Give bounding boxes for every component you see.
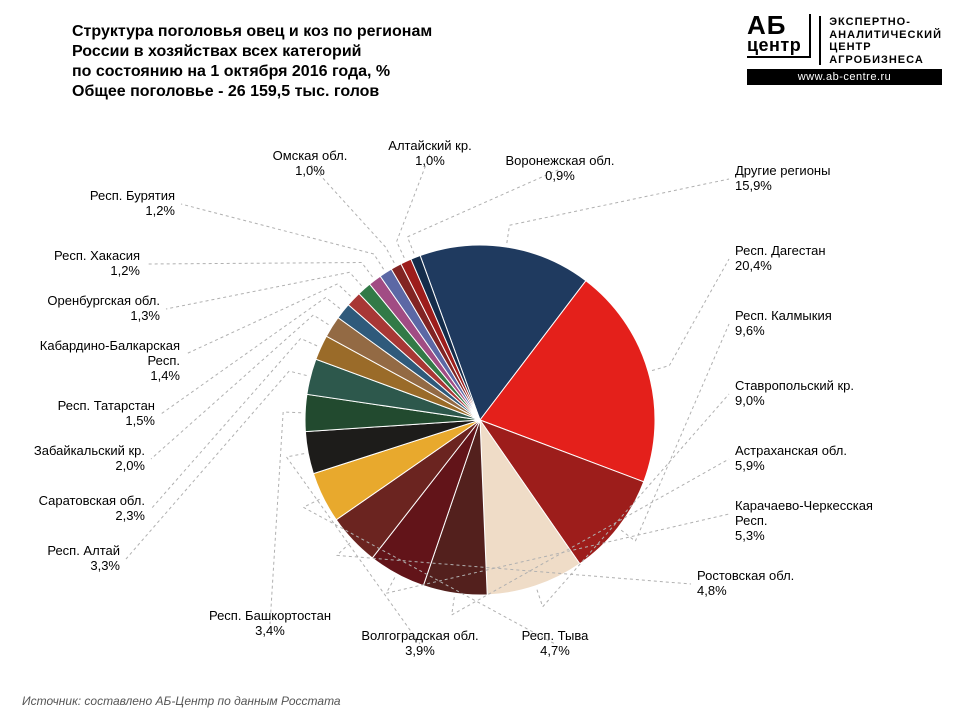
source-note: Источник: составлено АБ-Центр по данным …	[22, 694, 341, 708]
leader-line	[270, 412, 301, 624]
leader-line	[652, 259, 729, 371]
leader-line	[151, 315, 329, 459]
slice-label: Астраханская обл.5,9%	[735, 443, 847, 473]
leader-line	[407, 169, 560, 254]
slice-label: Карачаево-ЧеркесскаяРесп.5,3%	[735, 498, 873, 543]
slice-label: Респ. Дагестан20,4%	[735, 243, 826, 273]
slice-label: Респ. Бурятия1,2%	[90, 188, 176, 218]
leader-line	[146, 263, 372, 277]
leader-line	[310, 164, 394, 263]
slice-label: Саратовская обл.2,3%	[39, 493, 146, 523]
slice-label: Ставропольский кр.9,0%	[735, 378, 854, 408]
slice-label: Респ. Татарстан1,5%	[58, 398, 156, 428]
slice-label: Оренбургская обл.1,3%	[47, 293, 160, 323]
leader-line	[507, 179, 729, 243]
slice-label: Другие регионы15,9%	[735, 163, 830, 193]
slice-label: Забайкальский кр.2,0%	[34, 443, 146, 473]
pie-chart: Другие регионы15,9% Респ. Дагестан20,4% Ре…	[0, 0, 960, 720]
leader-line	[181, 204, 384, 269]
leader-line	[397, 154, 430, 258]
slice-label: Респ. Башкортостан3,4%	[209, 608, 331, 638]
slice-label: Респ. Хакасия1,2%	[54, 248, 140, 278]
slice-label: Ростовская обл.4,8%	[697, 568, 794, 598]
slice-label: Омская обл.1,0%	[273, 148, 348, 178]
slice-label: Респ. Алтай3,3%	[47, 543, 120, 573]
slice-label: Респ. Калмыкия9,6%	[735, 308, 832, 338]
slice-label: Волгоградская обл.3,9%	[361, 628, 478, 658]
slice-label: Респ. Тыва4,7%	[522, 628, 590, 658]
slice-label: Кабардино-БалкарскаяРесп.1,4%	[40, 338, 181, 383]
slice-label: Воронежская обл.0,9%	[506, 153, 615, 183]
leader-line	[166, 272, 362, 309]
slice-label: Алтайский кр.1,0%	[388, 138, 471, 168]
